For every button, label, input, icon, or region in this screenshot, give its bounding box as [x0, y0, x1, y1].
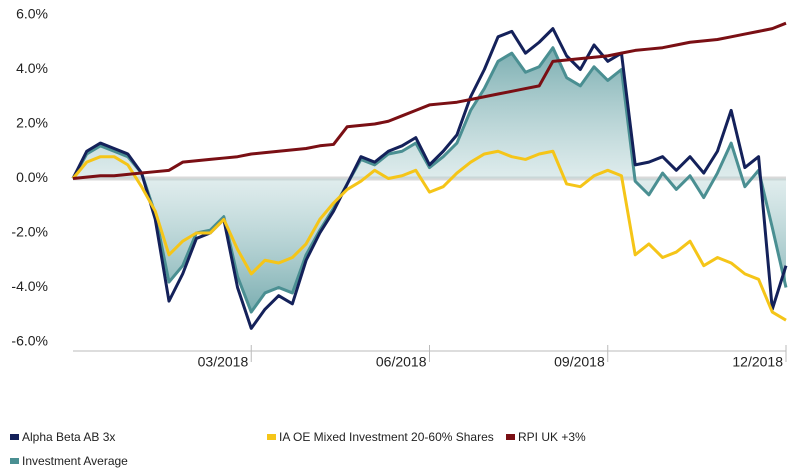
legend-swatch [10, 458, 19, 464]
legend-swatch [267, 434, 276, 440]
y-tick-label: -4.0% [11, 278, 48, 294]
y-tick-label: 6.0% [16, 6, 48, 22]
x-tick-label: 09/2018 [554, 354, 605, 370]
y-tick-label: 0.0% [16, 169, 48, 185]
y-tick-label: 4.0% [16, 60, 48, 76]
series-line [72, 21, 787, 180]
y-tick-label: 2.0% [16, 115, 48, 131]
legend-label: Investment Average [22, 454, 128, 468]
x-tick-label: 06/2018 [376, 354, 427, 370]
series-line [71, 149, 787, 322]
legend-swatch [10, 434, 19, 440]
legend-label: Alpha Beta AB 3x [22, 430, 115, 444]
y-tick-label: -2.0% [11, 224, 48, 240]
x-tick-label: 03/2018 [198, 354, 249, 370]
legend-label: IA OE Mixed Investment 20-60% Shares [279, 430, 494, 444]
area [73, 47, 786, 313]
series-line [71, 46, 788, 314]
x-tick-label: 12/2018 [732, 354, 783, 370]
legend-swatch [506, 434, 515, 440]
y-tick-label: -6.0% [11, 333, 48, 349]
legend-label: RPI UK +3% [518, 430, 586, 444]
series-line [71, 27, 788, 330]
